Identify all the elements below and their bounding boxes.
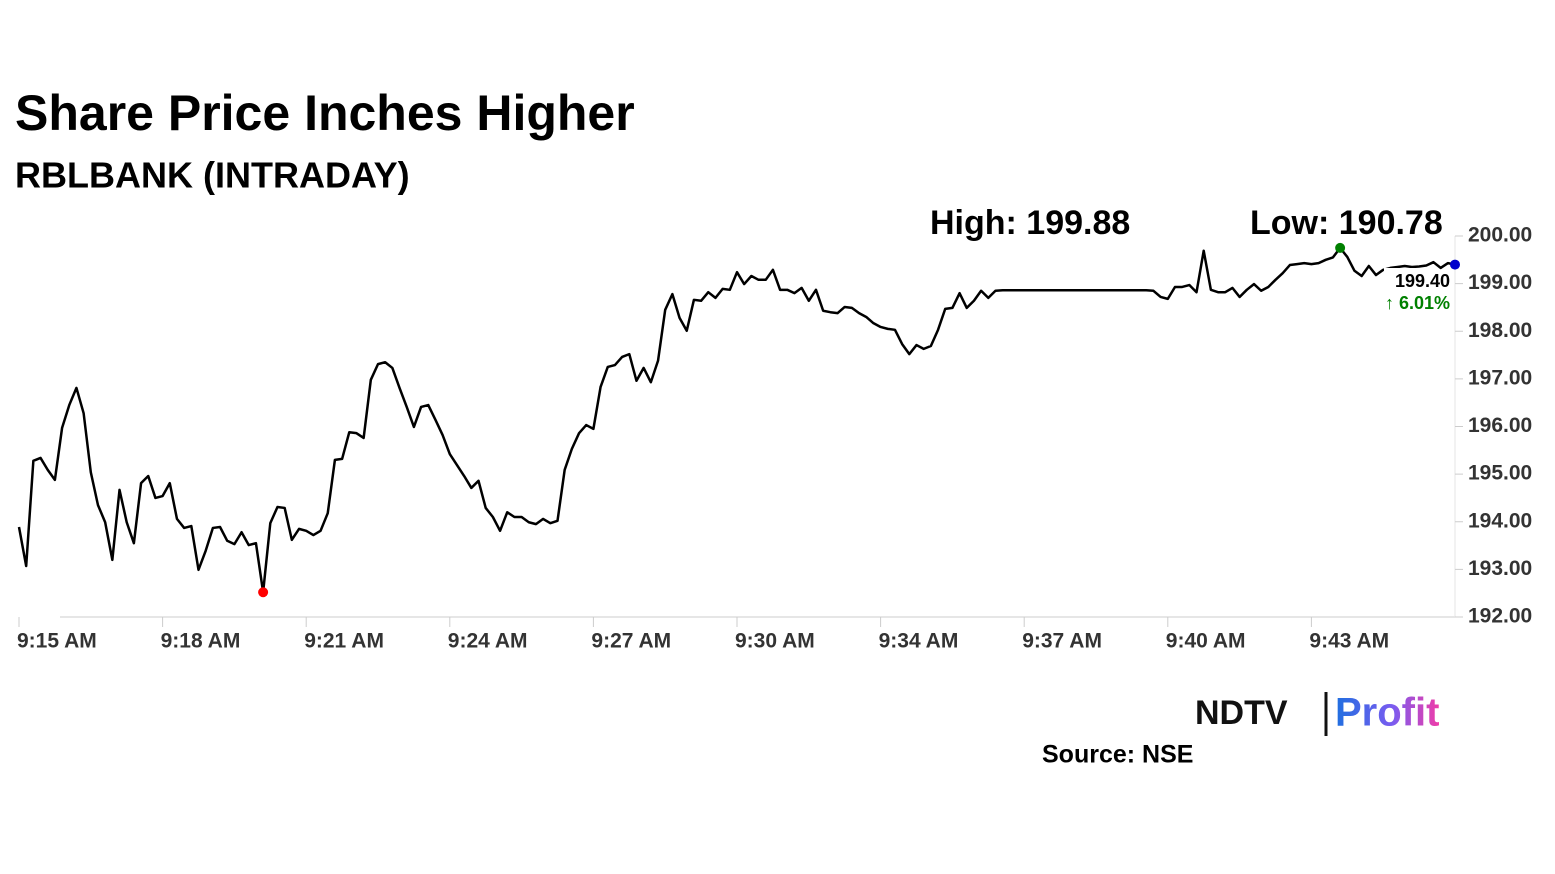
y-tick-label: 196.00 xyxy=(1468,414,1532,437)
last-marker xyxy=(1450,259,1460,270)
high-label: High: 199.88 xyxy=(930,204,1130,242)
x-tick-label: 9:21 AM xyxy=(304,630,384,653)
low-marker xyxy=(258,587,269,598)
x-tick-label: 9:34 AM xyxy=(879,630,959,653)
source: Source: NSE xyxy=(1042,741,1193,769)
y-tick-label: 193.00 xyxy=(1468,557,1532,580)
y-tick-label: 195.00 xyxy=(1468,462,1532,485)
x-tick-label: 9:27 AM xyxy=(591,630,671,653)
y-tick-label: 198.00 xyxy=(1468,319,1532,342)
x-tick-label: 9:18 AM xyxy=(161,630,241,653)
y-tick-label: 194.00 xyxy=(1468,509,1532,532)
brand-right: Profit xyxy=(1335,691,1439,735)
y-tick-label: 200.00 xyxy=(1468,224,1532,247)
last-price-label: 199.40 xyxy=(1395,271,1450,291)
chart-title: Share Price Inches Higher xyxy=(15,85,635,141)
label-background xyxy=(1384,268,1436,312)
brand-left: NDTV xyxy=(1195,694,1288,732)
x-tick-label: 9:30 AM xyxy=(735,630,815,653)
chart-subtitle: RBLBANK (INTRADAY) xyxy=(15,155,410,196)
y-tick-label: 197.00 xyxy=(1468,366,1532,389)
y-tick-label: 192.00 xyxy=(1468,605,1532,628)
x-tick-label: 9:24 AM xyxy=(448,630,528,653)
x-tick-label: 9:43 AM xyxy=(1309,630,1389,653)
x-tick-label: 9:37 AM xyxy=(1022,630,1102,653)
x-tick-label: 9:15 AM xyxy=(17,630,97,653)
x-tick-label: 9:40 AM xyxy=(1166,630,1246,653)
high-marker xyxy=(1335,242,1346,253)
change-label: ↑ 6.01% xyxy=(1385,293,1450,313)
price-line xyxy=(17,246,1456,594)
low-label: Low: 190.78 xyxy=(1250,204,1443,242)
y-tick-label: 199.00 xyxy=(1468,271,1532,294)
